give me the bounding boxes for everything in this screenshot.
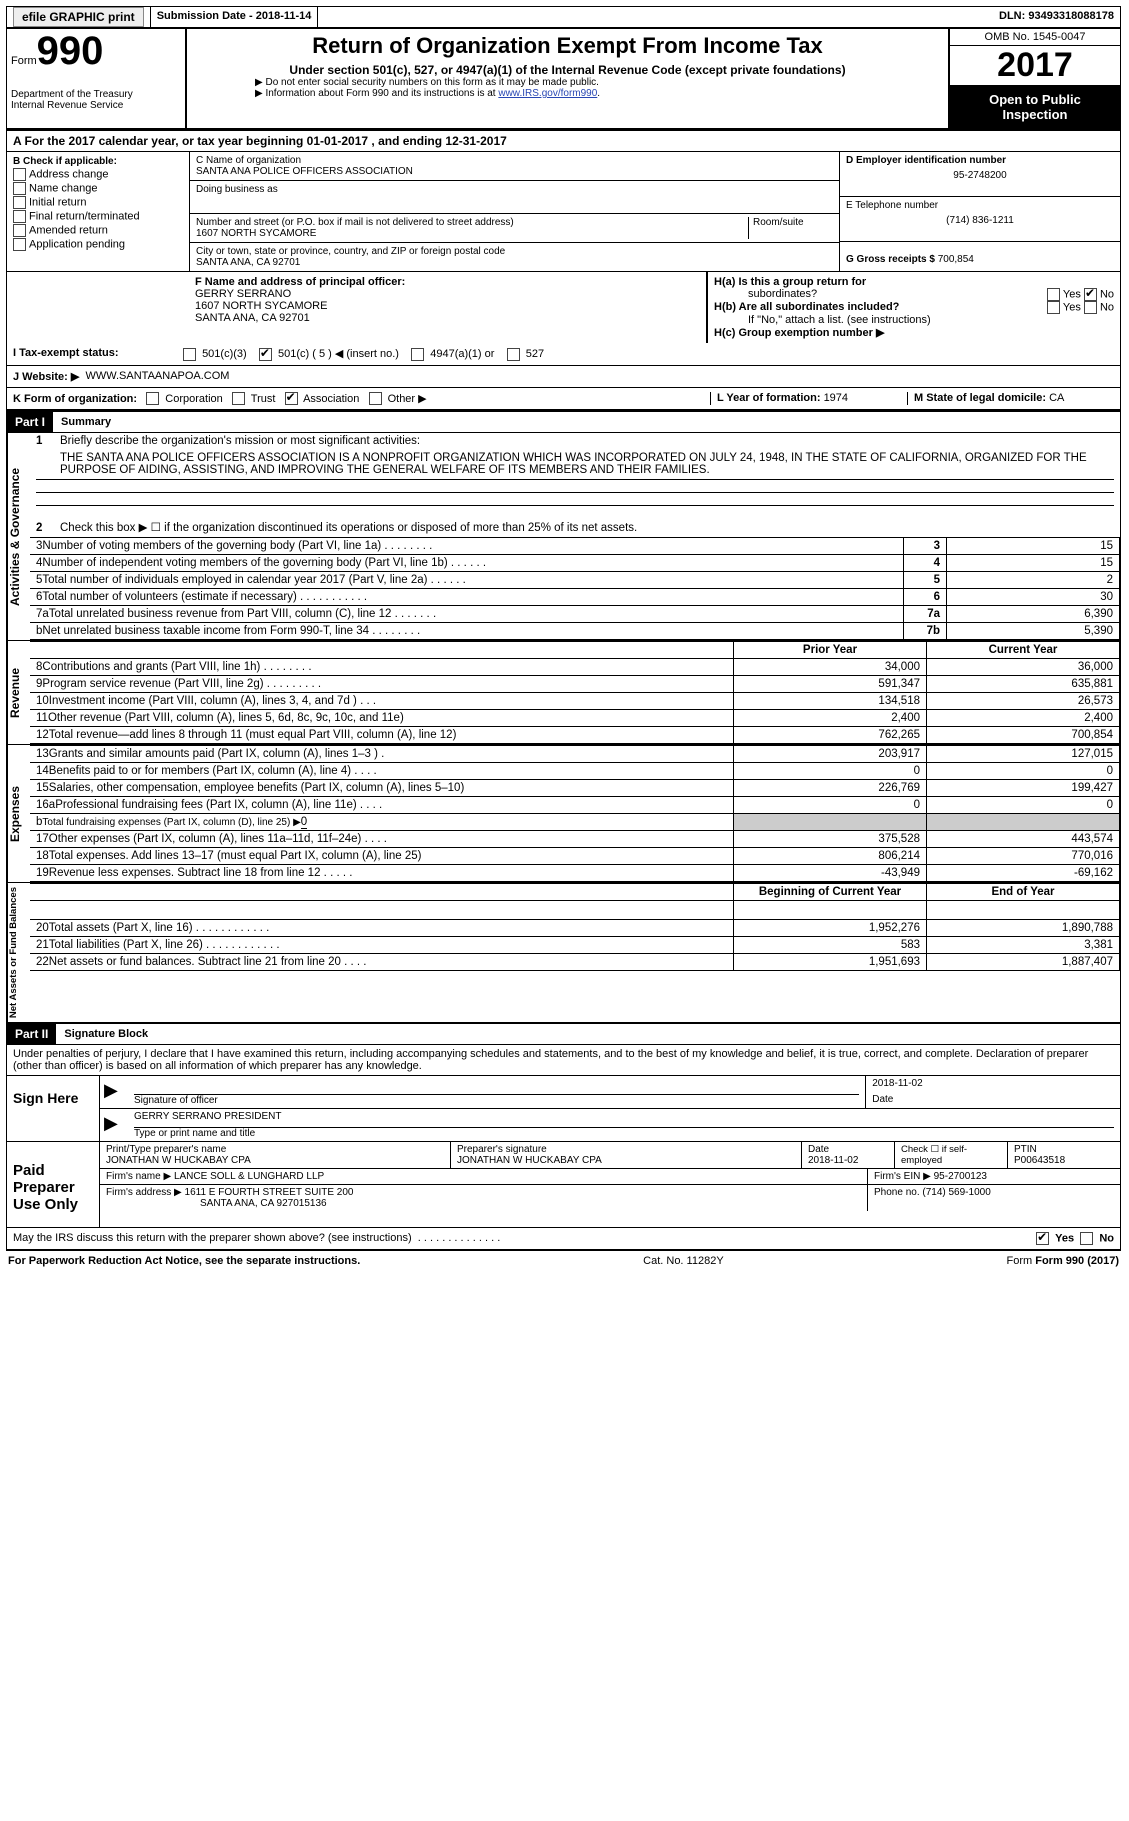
officer-street: 1607 NORTH SYCAMORE xyxy=(195,300,327,312)
signer-name: GERRY SERRANO PRESIDENT xyxy=(134,1111,1114,1128)
val-4: 15 xyxy=(947,555,1120,572)
efile-print[interactable]: efile GRAPHIC print xyxy=(7,7,151,27)
firm-name: LANCE SOLL & LUNGHARD LLP xyxy=(174,1171,324,1182)
ein-value: 95-2748200 xyxy=(846,170,1114,181)
omb-number: OMB No. 1545-0047 xyxy=(950,29,1120,46)
perjury-statement: Under penalties of perjury, I declare th… xyxy=(6,1045,1121,1076)
section-b: B Check if applicable: Address change Na… xyxy=(7,152,190,271)
entity-block: B Check if applicable: Address change Na… xyxy=(6,152,1121,271)
gross-receipts: G Gross receipts $ 700,854 xyxy=(840,242,1120,268)
chk-final-return[interactable]: Final return/terminated xyxy=(13,210,183,223)
city-value: SANTA ANA, CA 92701 xyxy=(196,257,833,268)
form-header: Form990 Department of the Treasury Inter… xyxy=(6,29,1121,131)
chk-501c3[interactable] xyxy=(183,348,196,361)
website-value: WWW.SANTAANAPOA.COM xyxy=(85,370,229,383)
row-k-l-m: K Form of organization: Corporation Trus… xyxy=(6,388,1121,413)
val-5: 2 xyxy=(947,572,1120,589)
officer-name: GERRY SERRANO xyxy=(195,288,291,300)
chk-initial-return[interactable]: Initial return xyxy=(13,196,183,209)
chk-address-change[interactable]: Address change xyxy=(13,168,183,181)
dept-treasury: Department of the Treasury xyxy=(11,89,181,100)
chk-trust[interactable] xyxy=(232,392,245,405)
phone-value: (714) 836-1211 xyxy=(846,215,1114,226)
sign-here-block: Sign Here ▶ Signature of officer 2018-11… xyxy=(6,1076,1121,1142)
chk-501c[interactable] xyxy=(259,348,272,361)
org-name-box: C Name of organization SANTA ANA POLICE … xyxy=(190,152,839,181)
section-h: H(a) Is this a group return for subordin… xyxy=(707,272,1120,343)
dln: DLN: 93493318088178 xyxy=(993,7,1120,27)
preparer-name: JONATHAN W HUCKABAY CPA xyxy=(106,1155,251,1166)
val-7a: 6,390 xyxy=(947,606,1120,623)
instr-1: ▶ Do not enter social security numbers o… xyxy=(255,77,940,88)
submission-date: Submission Date - 2018-11-14 xyxy=(151,7,319,27)
phone-box: E Telephone number (714) 836-1211 xyxy=(840,197,1120,242)
chk-other[interactable] xyxy=(369,392,382,405)
chk-527[interactable] xyxy=(507,348,520,361)
val-7b: 5,390 xyxy=(947,623,1120,640)
section-activities-governance: Activities & Governance 1Briefly describ… xyxy=(6,433,1121,641)
street-box: Number and street (or P.O. box if mail i… xyxy=(190,214,839,243)
row-a-tax-year: A For the 2017 calendar year, or tax yea… xyxy=(6,131,1121,152)
hb-yes[interactable] xyxy=(1047,301,1060,314)
part-1-header: Part I Summary xyxy=(6,412,1121,433)
b-label: B Check if applicable: xyxy=(13,156,183,167)
chk-corp[interactable] xyxy=(146,392,159,405)
ptin-value: P00643518 xyxy=(1014,1155,1065,1166)
discuss-row: May the IRS discuss this return with the… xyxy=(6,1228,1121,1249)
officer-city: SANTA ANA, CA 92701 xyxy=(195,312,310,324)
chk-4947[interactable] xyxy=(411,348,424,361)
dept-irs: Internal Revenue Service xyxy=(11,100,181,111)
section-d-e-g: D Employer identification number 95-2748… xyxy=(839,152,1120,271)
section-expenses: Expenses 13Grants and similar amounts pa… xyxy=(6,745,1121,883)
ha-yes[interactable] xyxy=(1047,288,1060,301)
section-revenue: Revenue Prior YearCurrent Year 8Contribu… xyxy=(6,641,1121,745)
section-net-assets: Net Assets or Fund Balances Beginning of… xyxy=(6,883,1121,1024)
val-6: 30 xyxy=(947,589,1120,606)
chk-name-change[interactable]: Name change xyxy=(13,182,183,195)
city-box: City or town, state or province, country… xyxy=(190,243,839,271)
dba-box: Doing business as xyxy=(190,181,839,214)
form-title: Return of Organization Exempt From Incom… xyxy=(195,33,940,59)
room-suite: Room/suite xyxy=(748,217,833,239)
ein-box: D Employer identification number 95-2748… xyxy=(840,152,1120,197)
page-footer: For Paperwork Reduction Act Notice, see … xyxy=(6,1249,1121,1271)
org-name: SANTA ANA POLICE OFFICERS ASSOCIATION xyxy=(196,166,833,177)
ha-no[interactable] xyxy=(1084,288,1097,301)
mission-text: THE SANTA ANA POLICE OFFICERS ASSOCIATIO… xyxy=(30,450,1120,479)
top-bar: efile GRAPHIC print Submission Date - 20… xyxy=(6,6,1121,29)
form-number: 990 xyxy=(37,29,104,73)
row-i-tax-status: I Tax-exempt status: 501(c)(3) 501(c) ( … xyxy=(6,343,1121,366)
chk-application-pending[interactable]: Application pending xyxy=(13,238,183,251)
chk-amended-return[interactable]: Amended return xyxy=(13,224,183,237)
irs-link[interactable]: www.IRS.gov/form990 xyxy=(498,88,597,99)
tax-year: 2017 xyxy=(950,46,1120,86)
paid-preparer-block: Paid Preparer Use Only Print/Type prepar… xyxy=(6,1142,1121,1228)
form-subtitle: Under section 501(c), 527, or 4947(a)(1)… xyxy=(195,63,940,77)
form-label: Form xyxy=(11,55,37,67)
street-value: 1607 NORTH SYCAMORE xyxy=(196,228,748,239)
instr-2: ▶ Information about Form 990 and its ins… xyxy=(255,88,940,99)
chk-assoc[interactable] xyxy=(285,392,298,405)
section-c: C Name of organization SANTA ANA POLICE … xyxy=(190,152,839,271)
part-2-header: Part II Signature Block xyxy=(6,1024,1121,1045)
val-3: 15 xyxy=(947,538,1120,555)
section-f: F Name and address of principal officer:… xyxy=(189,272,707,343)
row-j-website: J Website: ▶ WWW.SANTAANAPOA.COM xyxy=(6,366,1121,388)
open-to-public: Open to PublicInspection xyxy=(950,86,1120,128)
hb-no[interactable] xyxy=(1084,301,1097,314)
discuss-no[interactable] xyxy=(1080,1232,1093,1245)
f-h-row: F Name and address of principal officer:… xyxy=(6,271,1121,343)
discuss-yes[interactable] xyxy=(1036,1232,1049,1245)
